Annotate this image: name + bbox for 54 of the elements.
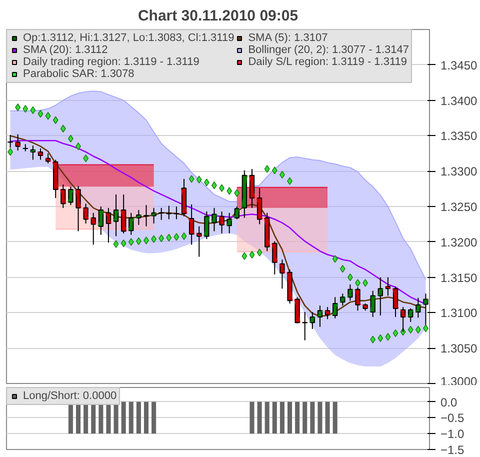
- y-tick-label: 1.3350: [440, 129, 478, 144]
- y-tick-label: 1.3200: [440, 235, 478, 250]
- point: [188, 175, 194, 183]
- point: [249, 250, 255, 258]
- point: [392, 329, 398, 338]
- point: [264, 165, 270, 173]
- point: [378, 334, 384, 342]
- point: [52, 116, 58, 124]
- point: [181, 232, 187, 240]
- chart-title: Chart 30.11.2010 09:05: [138, 8, 298, 24]
- legend-label: SMA (20): 1.3112: [23, 44, 108, 56]
- y-tick-label: 1.3250: [440, 200, 478, 214]
- y-tick-label: 1.3050: [440, 342, 478, 356]
- point: [120, 239, 126, 248]
- point: [234, 189, 240, 197]
- legend-label: Bollinger (20, 2): 1.3077 - 1.3147: [248, 44, 410, 56]
- point: [415, 326, 421, 334]
- legend-label: Parabolic SAR: 1.3078: [23, 68, 134, 80]
- point: [158, 234, 164, 242]
- point: [204, 178, 210, 186]
- point: [408, 326, 414, 334]
- y-tick-label: −1.5: [440, 443, 465, 457]
- point: [242, 252, 248, 260]
- legend-label: Daily trading region: 1.3119 - 1.3119: [23, 56, 200, 68]
- y-tick-label: −0.5: [440, 411, 465, 426]
- y-tick-label: 1.3400: [440, 94, 478, 108]
- y-tick-label: 1.3300: [440, 164, 478, 179]
- legend-label: SMA (5): 1.3107: [248, 32, 328, 44]
- point: [340, 264, 346, 273]
- point: [113, 240, 119, 248]
- y-tick-label: 1.3100: [440, 306, 478, 320]
- y-tick-label: 1.3450: [440, 58, 478, 72]
- point: [60, 124, 66, 132]
- point: [38, 110, 44, 118]
- point: [166, 234, 172, 242]
- point: [45, 112, 51, 120]
- point: [22, 104, 28, 113]
- point: [256, 248, 262, 256]
- point: [332, 255, 338, 263]
- point: [15, 104, 21, 112]
- point: [272, 166, 278, 174]
- point: [128, 238, 134, 246]
- point: [385, 332, 391, 341]
- y-tick-label: 0.0: [440, 395, 458, 410]
- legend-label: Long/Short: 0.0000: [23, 390, 117, 402]
- y-tick-label: 1.3150: [440, 270, 478, 285]
- legend-label: Daily S/L region: 1.3119 - 1.3119: [248, 56, 407, 68]
- point: [226, 187, 232, 195]
- point: [30, 106, 36, 114]
- point: [174, 233, 180, 241]
- point: [370, 336, 376, 344]
- y-tick-label: −1.0: [440, 427, 465, 442]
- legend-label: Op:1.3112, Hi:1.3127, Lo:1.3083, Cl:1.3119: [23, 32, 234, 44]
- point: [196, 176, 202, 184]
